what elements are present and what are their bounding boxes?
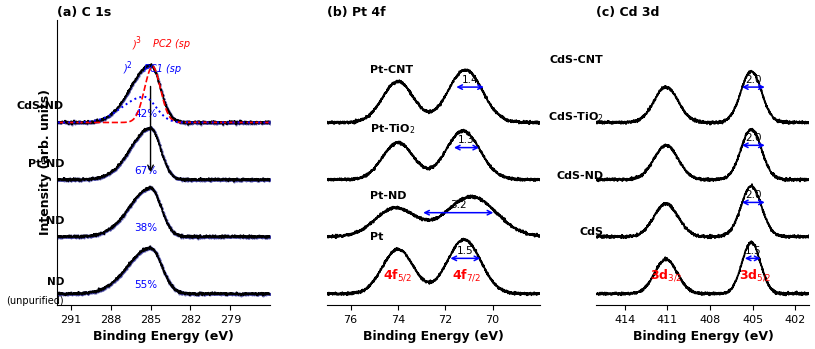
Text: 1.5: 1.5: [457, 246, 474, 256]
Text: 3d$_{3/2}$: 3d$_{3/2}$: [650, 268, 682, 283]
Text: ND: ND: [46, 277, 64, 287]
Text: CdS-CNT: CdS-CNT: [550, 55, 604, 65]
Text: Pt-ND: Pt-ND: [28, 158, 64, 169]
Text: (b) Pt 4f: (b) Pt 4f: [327, 6, 385, 18]
Text: CdS-TiO$_2$: CdS-TiO$_2$: [548, 110, 604, 124]
Text: Pt-TiO$_2$: Pt-TiO$_2$: [369, 122, 415, 136]
X-axis label: Binding Energy (eV): Binding Energy (eV): [94, 331, 234, 343]
Text: 1.4: 1.4: [462, 75, 478, 85]
Text: 2.0: 2.0: [745, 75, 762, 85]
Text: CdS-ND: CdS-ND: [17, 102, 64, 111]
Text: PC2 (sp: PC2 (sp: [153, 39, 191, 50]
Text: (a) C 1s: (a) C 1s: [57, 6, 112, 18]
Text: 67%: 67%: [134, 166, 157, 176]
Text: 4f$_{7/2}$: 4f$_{7/2}$: [452, 268, 481, 283]
Text: PC1 (sp: PC1 (sp: [144, 64, 181, 74]
Text: Pt: Pt: [369, 232, 383, 242]
Text: 2: 2: [126, 61, 131, 70]
Y-axis label: Intensity (arb. units): Intensity (arb. units): [39, 89, 52, 236]
Text: 3.2: 3.2: [450, 200, 466, 210]
Text: 1.3: 1.3: [458, 135, 475, 145]
Text: 2.0: 2.0: [745, 133, 762, 143]
Text: ): ): [132, 39, 136, 50]
Text: 1.5: 1.5: [744, 246, 761, 256]
Text: Pt-ND: Pt-ND: [369, 191, 406, 201]
Text: 4f$_{5/2}$: 4f$_{5/2}$: [383, 268, 412, 283]
Text: CdS: CdS: [579, 227, 604, 237]
Text: 38%: 38%: [134, 223, 157, 233]
X-axis label: Binding Energy (eV): Binding Energy (eV): [632, 331, 773, 343]
Text: Pt-CNT: Pt-CNT: [369, 65, 412, 75]
Text: 42%: 42%: [134, 109, 157, 119]
Text: ): ): [123, 64, 127, 74]
Text: (unpurified): (unpurified): [7, 296, 64, 306]
Text: 3d$_{5/2}$: 3d$_{5/2}$: [739, 268, 772, 283]
Text: CdS-ND: CdS-ND: [557, 171, 604, 181]
Text: (c) Cd 3d: (c) Cd 3d: [597, 6, 660, 18]
Text: 55%: 55%: [134, 280, 157, 290]
Text: ND: ND: [46, 216, 64, 226]
X-axis label: Binding Energy (eV): Binding Energy (eV): [363, 331, 504, 343]
Text: 3: 3: [135, 36, 140, 45]
Text: 2.0: 2.0: [745, 190, 762, 200]
